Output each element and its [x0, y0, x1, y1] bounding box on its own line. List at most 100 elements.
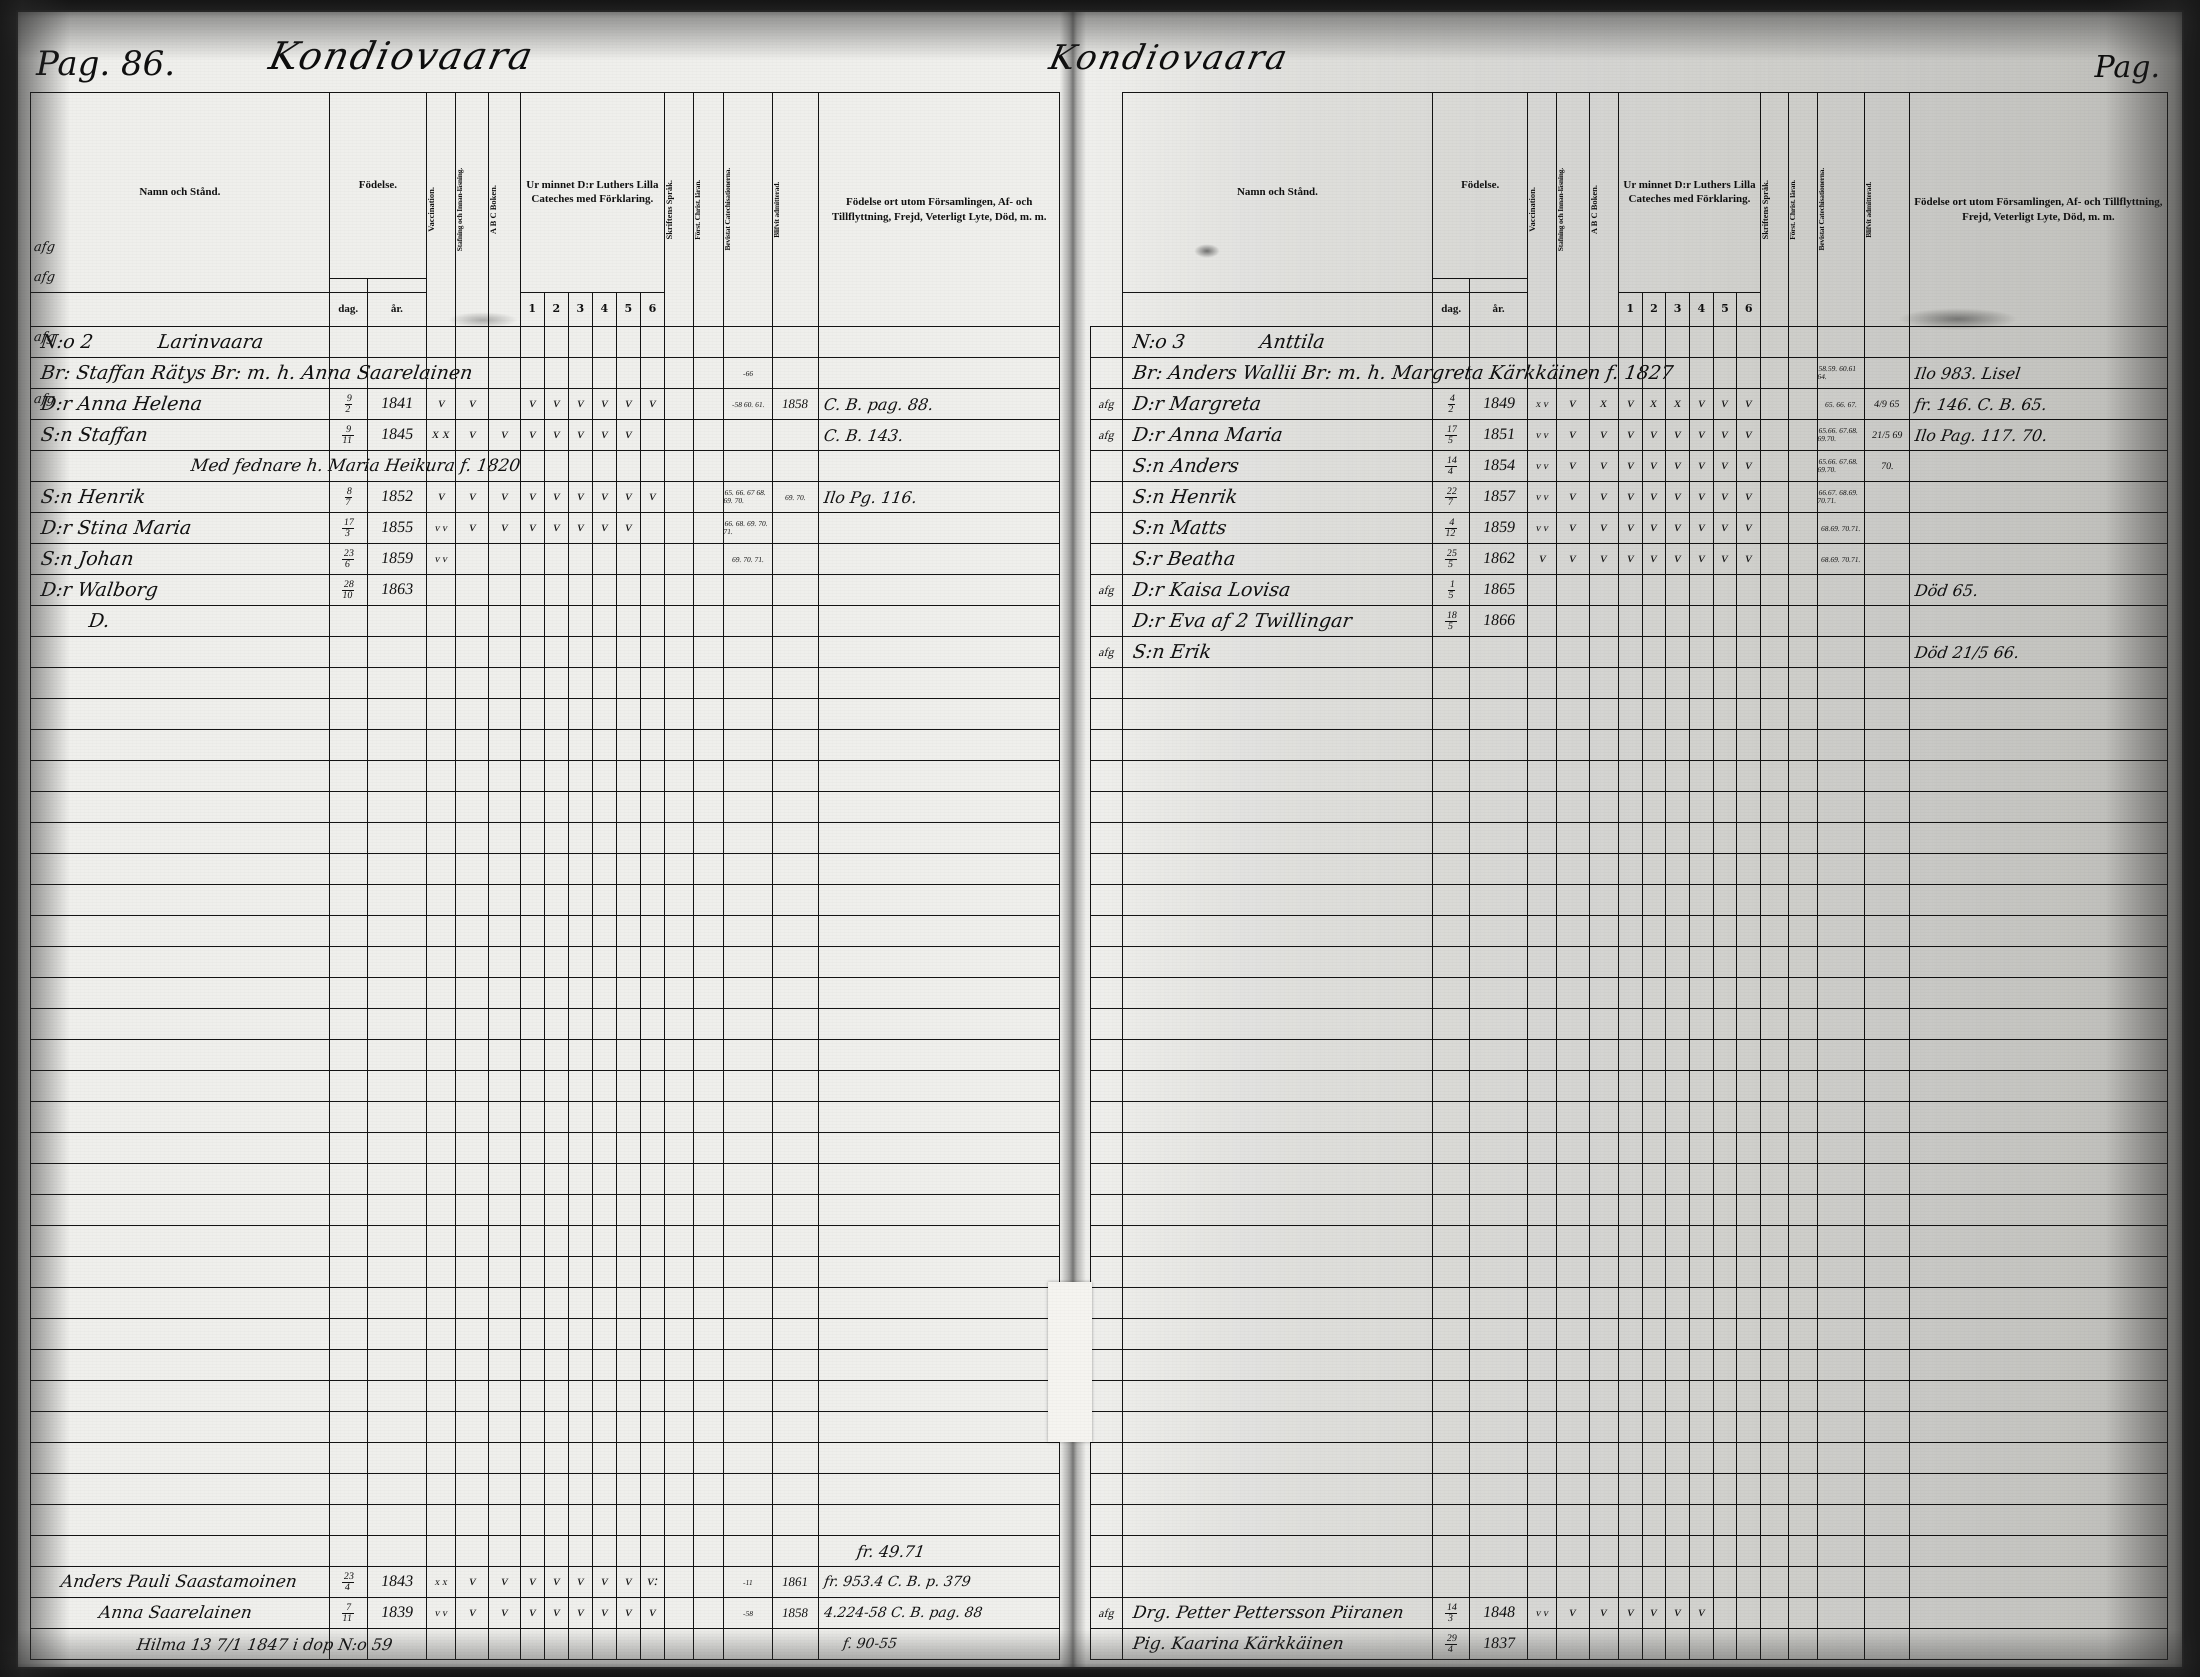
table-row-blank[interactable] [1090, 1380, 2169, 1412]
table-row-blank[interactable] [1090, 1039, 2169, 1071]
table-row-blank[interactable] [1090, 1194, 2169, 1226]
col-header-luther-2: 2 [543, 292, 569, 327]
col-header-abc: A B C Boken. [488, 92, 521, 327]
table-row-blank[interactable] [1090, 1318, 2169, 1350]
table-row[interactable]: afg S:n Erik Död 21/5 66. [1090, 636, 2169, 668]
table-row-blank[interactable] [30, 977, 1060, 1009]
table-row[interactable]: D:r Walborg 28 10 1863 [30, 574, 1060, 606]
table-row-blank[interactable] [1090, 1070, 2169, 1102]
table-row-blank[interactable] [30, 1163, 1060, 1195]
margin-note-cell [1090, 481, 1123, 513]
header-row-top: Namn och Stånd. Födelse. Vaccination. St… [1090, 92, 2169, 327]
table-row-blank[interactable] [1090, 1101, 2169, 1133]
table-row-blank[interactable] [1090, 1566, 2169, 1598]
table-row-blank[interactable] [1090, 977, 2169, 1009]
table-row[interactable]: S:r Beatha 25 5 1862 v v v v v v v v v 68… [1090, 543, 2169, 575]
table-row[interactable]: S:n Johan 23 6 1859 v v 69. 70. 71. [30, 543, 1060, 575]
table-row-blank[interactable] [30, 1287, 1060, 1319]
table-row-blank[interactable] [30, 1225, 1060, 1257]
catechism-cell: 65. 66. 67 68. 69. 70. [723, 481, 773, 513]
table-row-blank[interactable] [1090, 729, 2169, 761]
table-row[interactable]: afg Drg. Petter Pettersson Piiranen 14 3 … [1090, 1597, 2169, 1629]
table-row-blank[interactable] [30, 1318, 1060, 1350]
table-row[interactable]: fr. 49.71 [30, 1535, 1060, 1567]
table-row-blank[interactable] [1090, 1535, 2169, 1567]
table-row[interactable]: S:n Anders 14 4 1854 v v v v v v v v v v … [1090, 450, 2169, 482]
table-row-blank[interactable] [30, 915, 1060, 947]
table-row-blank[interactable] [1090, 1473, 2169, 1505]
catechism-cell: 65. 66. 67. [1816, 388, 1866, 420]
table-row-blank[interactable] [30, 698, 1060, 730]
table-row[interactable]: afg D:r Anna Maria 17 5 1851 v v v v v v … [1090, 419, 2169, 451]
table-row-blank[interactable] [30, 1442, 1060, 1474]
table-row-blank[interactable] [1090, 760, 2169, 792]
table-row-blank[interactable] [1090, 1008, 2169, 1040]
table-row-blank[interactable] [30, 1132, 1060, 1164]
table-row-blank[interactable] [30, 884, 1060, 916]
col-header-spelling: Stafning och Innan-läsning. [455, 92, 490, 327]
table-row-blank[interactable] [30, 1349, 1060, 1381]
table-row-blank[interactable] [30, 1504, 1060, 1536]
birth-year-cell: 1862 [1469, 543, 1529, 575]
table-row-blank[interactable] [1090, 1225, 2169, 1257]
birth-year-cell: 1837 [1469, 1628, 1529, 1660]
table-row[interactable]: Anna Saarelainen 7 11 1839 v v v v v v v … [30, 1597, 1060, 1629]
table-row[interactable]: S:n Staffan 9 11 1845 x x v v v v v v v [30, 419, 1060, 451]
table-row-blank[interactable] [1090, 915, 2169, 947]
table-row-blank[interactable] [1090, 853, 2169, 885]
table-row[interactable]: Anders Pauli Saastamoinen 23 4 1843 x x v… [30, 1566, 1060, 1598]
person-name-cell: D. [30, 605, 330, 637]
left-register-table: Namn och Stånd. Födelse. Vaccination. St… [30, 92, 1060, 1660]
col-header-year: år. [366, 292, 428, 327]
table-row-blank[interactable] [30, 1008, 1060, 1040]
table-row[interactable]: S:n Matts 4 12 1859 v v v v v v v v v v 6… [1090, 512, 2169, 544]
table-row-blank[interactable] [30, 1411, 1060, 1443]
table-row[interactable]: Med fednare h. Maria Heikura f. 1820 [30, 450, 1060, 482]
table-row-blank[interactable] [30, 1256, 1060, 1288]
margin-note-cell [1090, 1628, 1123, 1660]
table-row-blank[interactable] [1090, 791, 2169, 823]
table-row-blank[interactable] [30, 667, 1060, 699]
table-row-blank[interactable] [30, 729, 1060, 761]
table-row-blank[interactable] [1090, 1504, 2169, 1536]
table-row[interactable]: D. [30, 605, 1060, 637]
table-row-blank[interactable] [30, 1380, 1060, 1412]
table-row-blank[interactable] [30, 1070, 1060, 1102]
table-row[interactable]: S:n Henrik 22 7 1857 v v v v v v v v v v … [1090, 481, 2169, 513]
table-row[interactable]: D:r Eva af 2 Twillingar 18 5 1866 [1090, 605, 2169, 637]
table-row-blank[interactable] [1090, 1287, 2169, 1319]
table-row-blank[interactable] [1090, 1411, 2169, 1443]
table-row-blank[interactable] [30, 760, 1060, 792]
table-row-blank[interactable] [30, 853, 1060, 885]
table-row-blank[interactable] [30, 1039, 1060, 1071]
table-row-blank[interactable] [1090, 884, 2169, 916]
table-row-blank[interactable] [30, 1101, 1060, 1133]
table-row-blank[interactable] [1090, 1442, 2169, 1474]
margin-note-cell [1090, 512, 1123, 544]
table-row-blank[interactable] [1090, 946, 2169, 978]
table-row[interactable]: D:r Stina Maria 17 3 1855 v v v v v v v v… [30, 512, 1060, 544]
table-row[interactable]: Br: Anders Wallii Br: m. h. Margreta Kär… [1090, 357, 2169, 389]
table-row-blank[interactable] [30, 791, 1060, 823]
table-row-blank[interactable] [1090, 698, 2169, 730]
table-row[interactable]: Hilma 13 7/1 1847 i dop N:o 59 f. 90-55 [30, 1628, 1060, 1660]
table-row-blank[interactable] [30, 822, 1060, 854]
table-row-blank[interactable] [1090, 1132, 2169, 1164]
table-row-blank[interactable] [30, 946, 1060, 978]
table-row-blank[interactable] [1090, 1163, 2169, 1195]
table-row-blank[interactable] [1090, 667, 2169, 699]
person-name: D:r Anna Maria [1131, 424, 1284, 446]
table-row[interactable]: Br: Staffan Rätys Br: m. h. Anna Saarela… [30, 357, 1060, 389]
table-row-blank[interactable] [1090, 822, 2169, 854]
table-row[interactable]: Pig. Kaarina Kärkkäinen 29 4 1837 [1090, 1628, 2169, 1660]
table-row-blank[interactable] [1090, 1256, 2169, 1288]
table-row-blank[interactable] [30, 636, 1060, 668]
table-row-blank[interactable] [30, 1194, 1060, 1226]
table-row-blank[interactable] [30, 1473, 1060, 1505]
remarks-cell: fr. 953.4 C. B. p. 379 [818, 1566, 1060, 1598]
table-row-blank[interactable] [1090, 1349, 2169, 1381]
